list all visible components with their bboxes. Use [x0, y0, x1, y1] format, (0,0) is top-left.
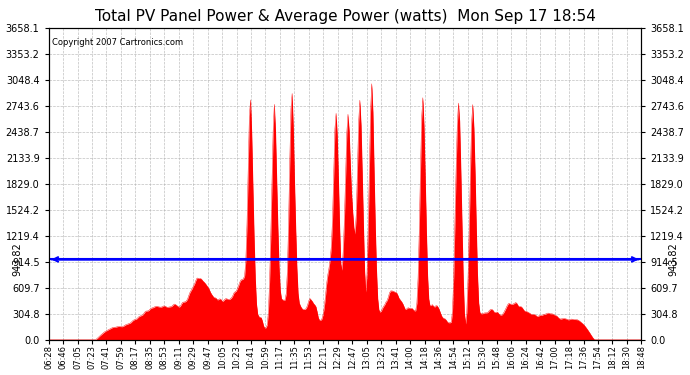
- Text: Total PV Panel Power & Average Power (watts)  Mon Sep 17 18:54: Total PV Panel Power & Average Power (wa…: [95, 9, 595, 24]
- Text: 943.82: 943.82: [668, 243, 678, 276]
- Text: Copyright 2007 Cartronics.com: Copyright 2007 Cartronics.com: [52, 38, 183, 46]
- Text: 943.82: 943.82: [12, 243, 22, 276]
